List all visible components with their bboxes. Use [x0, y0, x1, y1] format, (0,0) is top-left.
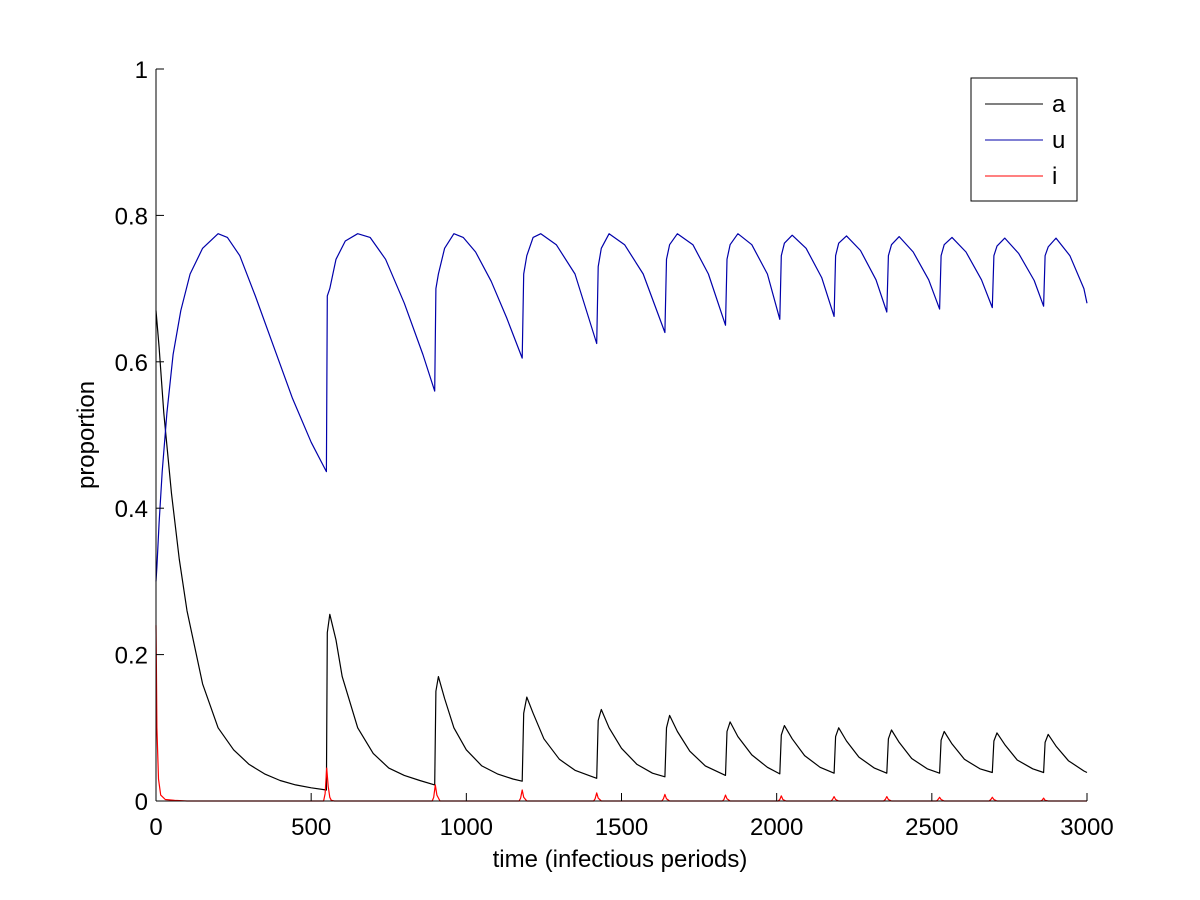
- y-tick-label: 0.2: [115, 643, 148, 670]
- x-tick-label: 500: [291, 814, 331, 841]
- y-tick-label: 0.6: [115, 350, 148, 377]
- y-ticks: 0 0.2 0.4 0.6 0.8 1: [115, 57, 164, 816]
- x-tick-label: 0: [149, 814, 162, 841]
- series-line-u: [155, 233, 1088, 582]
- legend-label-u: u: [1052, 127, 1065, 154]
- x-ticks: 0 500 1000 1500 2000 2500 3000: [149, 793, 1114, 841]
- x-tick-label: 3000: [1060, 814, 1113, 841]
- y-tick-label: 0.8: [115, 203, 148, 230]
- legend: a u i: [970, 77, 1078, 202]
- x-tick-label: 1500: [595, 814, 648, 841]
- x-tick-label: 2500: [905, 814, 958, 841]
- legend-label-a: a: [1052, 91, 1066, 118]
- series-line-a: [155, 310, 1088, 791]
- x-axis-label: time (infectious periods): [493, 846, 748, 873]
- x-tick-label: 1000: [440, 814, 493, 841]
- y-tick-label: 1: [135, 57, 148, 84]
- y-tick-label: 0.4: [115, 496, 148, 523]
- x-tick-label: 2000: [750, 814, 803, 841]
- y-tick-label: 0: [135, 789, 148, 816]
- legend-label-i: i: [1052, 163, 1057, 190]
- y-axis-label: proportion: [73, 381, 100, 489]
